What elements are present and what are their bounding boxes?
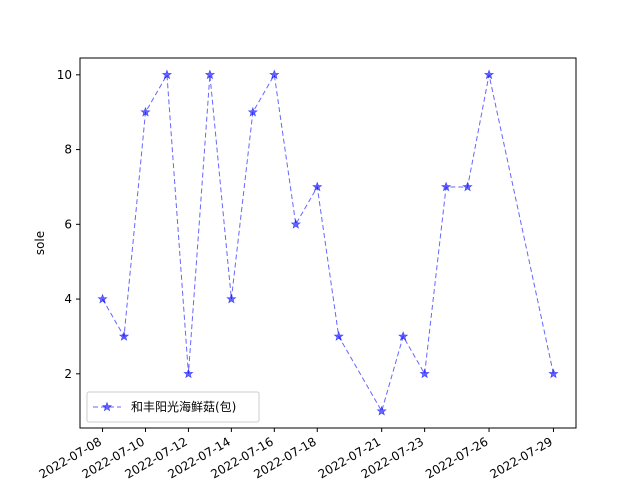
data-point-star: [290, 218, 301, 229]
x-tick-label: 2022-07-29: [488, 434, 555, 480]
data-point-star: [483, 69, 495, 80]
data-point-star: [333, 330, 344, 341]
data-point-star: [161, 69, 173, 80]
y-tick-label: 10: [57, 68, 72, 82]
data-point-star: [118, 330, 130, 341]
data-point-star: [204, 69, 216, 80]
data-point-star: [376, 405, 387, 416]
y-tick-label: 2: [64, 367, 72, 381]
data-point-star: [247, 106, 259, 117]
y-axis: 2 4 6 8 10: [57, 68, 80, 381]
data-point-star: [419, 368, 430, 379]
x-axis: 2022-07-082022-07-102022-07-122022-07-14…: [37, 428, 555, 480]
series-layer: [97, 69, 559, 416]
legend: 和丰阳光海鲜菇(包): [86, 391, 260, 423]
plot-area: [79, 57, 577, 429]
data-point-star: [312, 181, 323, 192]
legend-box: [86, 391, 260, 423]
x-tick-label: 2022-07-26: [423, 434, 490, 480]
y-tick-label: 6: [64, 217, 72, 231]
data-point-star: [462, 181, 473, 192]
y-tick-label: 8: [64, 143, 72, 157]
y-axis-label: sole: [33, 231, 47, 255]
data-point-star: [97, 293, 108, 304]
y-tick-label: 4: [64, 292, 72, 306]
data-point-star: [183, 368, 194, 379]
data-point-star: [440, 181, 452, 192]
data-point-star: [140, 106, 151, 117]
data-point-star: [397, 330, 409, 341]
data-point-star: [226, 293, 237, 304]
legend-marker-star-icon: [101, 401, 113, 412]
data-point-star: [269, 69, 280, 80]
data-point-star: [548, 368, 559, 379]
legend-label: 和丰阳光海鲜菇(包): [131, 399, 236, 414]
